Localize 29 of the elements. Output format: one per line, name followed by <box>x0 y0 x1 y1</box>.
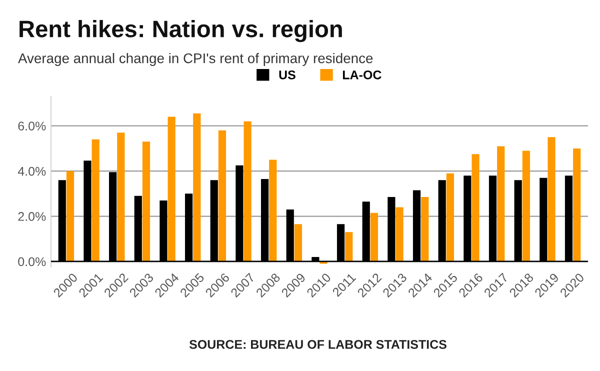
bar <box>370 212 378 262</box>
bar <box>446 173 454 262</box>
bar <box>573 148 581 262</box>
chart-subtitle: Average annual change in CPI's rent of primary residence <box>18 53 373 66</box>
bar <box>168 116 176 262</box>
y-tick-label: 2.0% <box>18 212 46 221</box>
bar <box>421 197 429 262</box>
legend-label: US <box>279 70 296 80</box>
bar <box>117 132 125 262</box>
bar <box>142 142 150 262</box>
source-note: SOURCE: BUREAU OF LABOR STATISTICS <box>189 340 446 349</box>
y-tick-label: 6.0% <box>18 122 46 130</box>
bar <box>92 139 100 262</box>
bar <box>66 171 74 262</box>
bar <box>396 207 404 262</box>
y-tick-label: 0.0% <box>18 257 46 266</box>
legend-label: LA-OC <box>342 70 382 80</box>
bar <box>193 113 201 262</box>
bar <box>269 160 277 262</box>
bar <box>244 121 252 262</box>
chart-title: Rent hikes: Nation vs. region <box>20 20 342 42</box>
bar <box>472 154 480 262</box>
y-tick-label: 4.0% <box>18 166 46 176</box>
bar <box>294 224 302 262</box>
bar <box>497 146 505 262</box>
bar <box>548 137 556 262</box>
bar <box>218 130 226 262</box>
bar <box>345 232 353 262</box>
bar <box>522 150 530 262</box>
